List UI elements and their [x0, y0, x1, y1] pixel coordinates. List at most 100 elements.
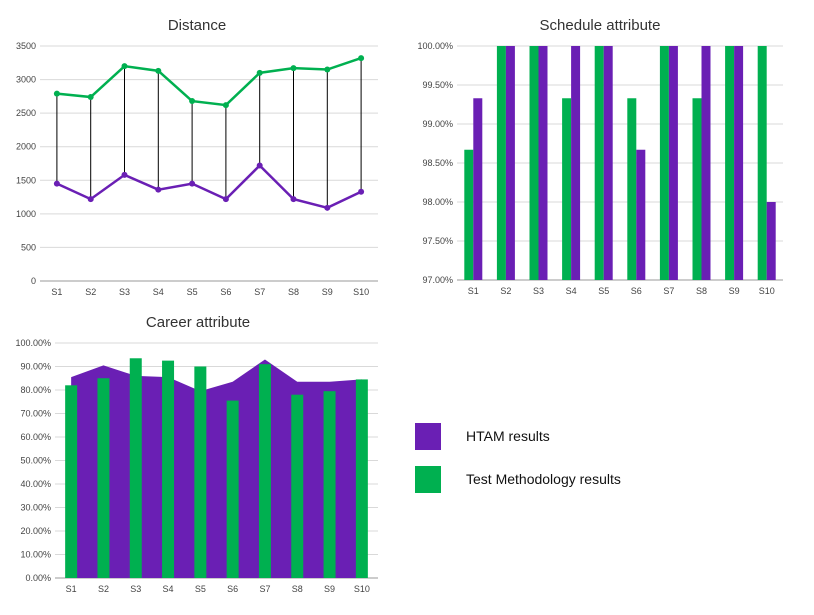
data-point — [324, 66, 331, 73]
data-point — [256, 162, 263, 169]
y-tick-label: 3500 — [16, 41, 36, 51]
data-point — [324, 204, 331, 211]
y-tick-label: 98.50% — [422, 158, 453, 168]
legend: HTAM results Test Methodology results — [415, 423, 621, 493]
y-tick-label: 0 — [31, 276, 36, 286]
y-tick-label: 98.00% — [422, 197, 453, 207]
bar — [562, 98, 572, 280]
data-point — [290, 65, 297, 72]
y-tick-label: 30.00% — [20, 503, 51, 513]
data-point — [358, 188, 365, 195]
x-tick-label: S9 — [324, 584, 335, 594]
x-tick-label: S5 — [598, 286, 609, 296]
y-tick-label: 1000 — [16, 209, 36, 219]
data-point — [53, 180, 60, 187]
x-tick-label: S3 — [130, 584, 141, 594]
y-tick-label: 20.00% — [20, 526, 51, 536]
y-tick-label: 60.00% — [20, 432, 51, 442]
bar — [226, 400, 239, 578]
bar — [603, 46, 613, 280]
x-tick-label: S7 — [663, 286, 674, 296]
bar — [766, 202, 776, 280]
distance-chart-title: Distance — [168, 17, 226, 34]
bar — [571, 46, 581, 280]
bar — [464, 149, 474, 280]
x-tick-label: S4 — [153, 287, 164, 297]
y-tick-label: 97.00% — [422, 275, 453, 285]
y-tick-label: 500 — [21, 242, 36, 252]
y-tick-label: 1500 — [16, 175, 36, 185]
x-tick-label: S4 — [566, 286, 577, 296]
x-tick-label: S10 — [354, 584, 370, 594]
x-tick-label: S5 — [195, 584, 206, 594]
bar — [65, 385, 78, 578]
x-tick-label: S1 — [468, 286, 479, 296]
career-chart: Career attribute 0.00% 10.00% 20.00% 30.00%… — [15, 314, 378, 594]
y-tick-label: 99.50% — [422, 80, 453, 90]
legend-test-swatch — [415, 466, 441, 493]
legend-htam-swatch — [415, 423, 441, 450]
x-tick-label: S2 — [98, 584, 109, 594]
bar — [258, 364, 271, 578]
bar — [757, 46, 767, 280]
x-tick-label: S7 — [259, 584, 270, 594]
data-point — [155, 186, 162, 193]
y-tick-label: 100.00% — [15, 338, 51, 348]
data-point — [189, 98, 196, 105]
y-tick-label: 70.00% — [20, 409, 51, 419]
x-tick-label: S2 — [85, 287, 96, 297]
data-point — [290, 196, 297, 203]
schedule-chart-title: Schedule attribute — [540, 17, 661, 34]
area-series — [71, 359, 362, 578]
x-tick-label: S9 — [729, 286, 740, 296]
bar — [162, 360, 175, 578]
y-tick-label: 2500 — [16, 108, 36, 118]
data-point — [121, 171, 128, 178]
bar — [291, 394, 304, 578]
data-point — [222, 196, 229, 203]
data-point — [358, 55, 365, 62]
x-tick-label: S6 — [631, 286, 642, 296]
x-tick-label: S5 — [187, 287, 198, 297]
x-tick-label: S6 — [220, 287, 231, 297]
y-tick-label: 80.00% — [20, 385, 51, 395]
bar — [659, 46, 669, 280]
legend-htam-label: HTAM results — [466, 428, 550, 444]
y-tick-label: 3000 — [16, 75, 36, 85]
data-point — [155, 67, 162, 74]
y-tick-label: 100.00% — [417, 41, 453, 51]
y-tick-label: 0.00% — [25, 573, 51, 583]
x-tick-label: S3 — [533, 286, 544, 296]
x-tick-label: S10 — [353, 287, 369, 297]
bar — [627, 98, 637, 280]
data-point — [53, 90, 60, 97]
x-tick-label: S8 — [696, 286, 707, 296]
y-tick-label: 97.50% — [422, 236, 453, 246]
y-tick-label: 2000 — [16, 142, 36, 152]
y-tick-label: 10.00% — [20, 550, 51, 560]
bar — [355, 379, 368, 578]
x-tick-label: S1 — [66, 584, 77, 594]
bar — [701, 46, 711, 280]
y-tick-label: 99.00% — [422, 119, 453, 129]
y-tick-label: 40.00% — [20, 479, 51, 489]
bar — [473, 98, 483, 280]
y-tick-label: 90.00% — [20, 362, 51, 372]
data-point — [222, 102, 229, 109]
x-tick-label: S8 — [288, 287, 299, 297]
series-line — [56, 163, 362, 210]
bar — [97, 378, 110, 578]
bar — [505, 46, 515, 280]
data-point — [87, 196, 94, 203]
x-tick-label: S9 — [322, 287, 333, 297]
legend-test-label: Test Methodology results — [466, 471, 621, 487]
series-line — [56, 56, 362, 107]
bar — [668, 46, 678, 280]
bar — [538, 46, 548, 280]
x-tick-label: S10 — [759, 286, 775, 296]
bar — [194, 366, 207, 578]
bar — [496, 46, 506, 280]
x-tick-label: S6 — [227, 584, 238, 594]
data-point — [256, 69, 263, 76]
